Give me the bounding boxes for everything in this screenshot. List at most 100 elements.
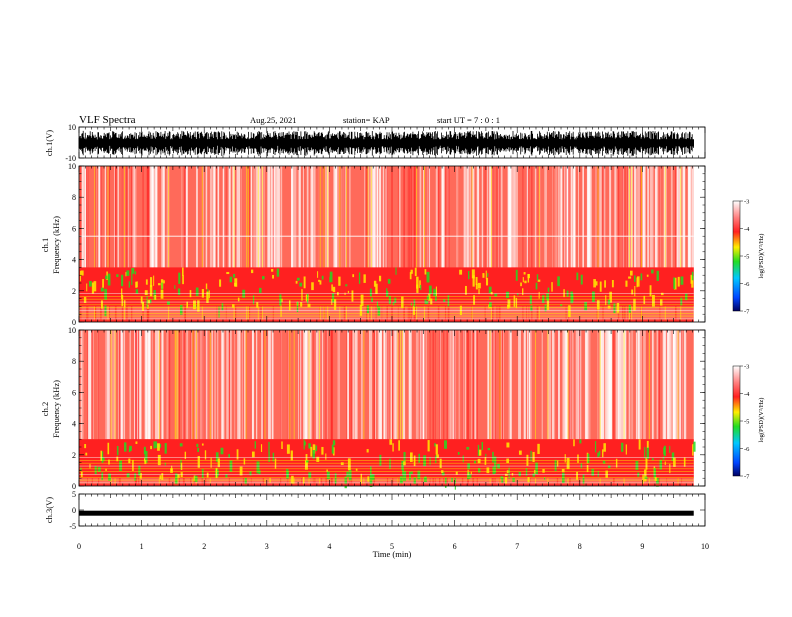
- y-tick-label: 4: [72, 420, 76, 429]
- sferic-line: [319, 330, 321, 486]
- band-speckle: [306, 460, 309, 463]
- band-speckle: [532, 473, 535, 477]
- band-speckle: [334, 473, 337, 485]
- red-streak: [403, 166, 405, 322]
- band-speckle: [413, 299, 416, 307]
- band-speckle: [147, 304, 149, 310]
- band-speckle: [426, 271, 430, 283]
- band-speckle: [423, 477, 427, 483]
- band-speckle: [561, 472, 565, 484]
- red-streak: [91, 330, 93, 486]
- band-speckle: [485, 277, 489, 286]
- band-speckle: [138, 465, 141, 476]
- red-streak: [410, 166, 413, 322]
- band-speckle: [233, 273, 236, 278]
- band-speckle: [262, 276, 265, 280]
- band-speckle: [218, 306, 220, 318]
- band-speckle: [478, 449, 482, 456]
- sferic-line: [534, 330, 536, 486]
- band-speckle: [311, 282, 314, 291]
- sferic-line: [192, 330, 194, 486]
- band-speckle: [428, 293, 431, 301]
- red-streak: [454, 330, 456, 486]
- band-speckle: [580, 274, 583, 285]
- white-streak: [687, 166, 691, 268]
- red-streak: [627, 166, 628, 322]
- sferic-line: [363, 330, 365, 486]
- band-speckle: [584, 301, 588, 311]
- white-streak: [560, 166, 562, 268]
- red-streak: [496, 166, 498, 322]
- band-speckle: [367, 476, 370, 482]
- white-streak: [467, 166, 469, 268]
- band-speckle: [161, 473, 164, 480]
- band-speckle: [464, 285, 467, 295]
- white-streak: [377, 330, 380, 440]
- band-speckle: [488, 286, 492, 294]
- band-speckle: [217, 469, 219, 477]
- white-streak: [399, 166, 401, 268]
- band-speckle: [259, 287, 262, 293]
- band-speckle: [234, 278, 238, 287]
- white-streak: [253, 166, 256, 268]
- band-speckle: [602, 460, 606, 464]
- band-speckle: [317, 271, 319, 278]
- red-streak: [242, 330, 244, 486]
- red-streak: [439, 330, 441, 486]
- white-streak: [347, 330, 350, 440]
- white-streak: [371, 166, 375, 268]
- white-streak: [212, 166, 214, 268]
- white-streak: [166, 166, 170, 268]
- y-tick-label: 2: [72, 287, 76, 296]
- band-speckle: [272, 452, 275, 462]
- band-speckle: [220, 447, 224, 455]
- band-speckle: [522, 277, 524, 283]
- band-speckle: [444, 440, 447, 449]
- band-speckle: [485, 270, 487, 279]
- band-speckle: [646, 440, 649, 448]
- band-speckle: [135, 441, 138, 444]
- band-speckle: [593, 279, 596, 288]
- white-streak: [271, 166, 274, 268]
- band-speckle: [477, 458, 481, 464]
- sferic-line: [631, 166, 633, 322]
- band-speckle: [100, 450, 103, 461]
- band-speckle: [604, 280, 606, 288]
- band-speckle: [656, 270, 659, 281]
- red-streak: [183, 330, 185, 486]
- band-speckle: [433, 288, 436, 296]
- band-speckle: [644, 476, 648, 479]
- y-tick-label: 6: [72, 388, 76, 397]
- white-streak: [124, 330, 126, 440]
- sferic-line: [323, 166, 325, 322]
- band-speckle: [561, 468, 565, 473]
- band-speckle: [435, 286, 437, 296]
- band-speckle: [441, 472, 445, 476]
- white-streak: [636, 166, 639, 268]
- white-streak: [92, 330, 94, 440]
- red-streak: [675, 166, 677, 322]
- band-speckle: [175, 473, 178, 485]
- band-speckle: [236, 449, 239, 460]
- white-streak: [287, 330, 290, 440]
- white-streak: [89, 330, 92, 440]
- band-speckle: [536, 274, 539, 281]
- white-streak: [492, 330, 496, 440]
- x-tick-label: 9: [640, 542, 644, 551]
- red-streak: [484, 166, 486, 322]
- band-speckle: [244, 477, 247, 486]
- band-speckle: [360, 294, 364, 306]
- band-speckle: [490, 291, 493, 295]
- band-speckle: [505, 291, 509, 299]
- band-speckle: [226, 271, 230, 275]
- y-tick-label: 8: [72, 357, 76, 366]
- white-streak: [221, 330, 225, 440]
- band-speckle: [537, 279, 541, 282]
- white-streak: [277, 166, 281, 268]
- red-streak: [97, 330, 100, 486]
- red-streak: [320, 330, 323, 486]
- white-streak: [146, 330, 150, 440]
- band-speckle: [524, 280, 527, 284]
- white-streak: [302, 166, 305, 268]
- band-speckle: [93, 281, 97, 292]
